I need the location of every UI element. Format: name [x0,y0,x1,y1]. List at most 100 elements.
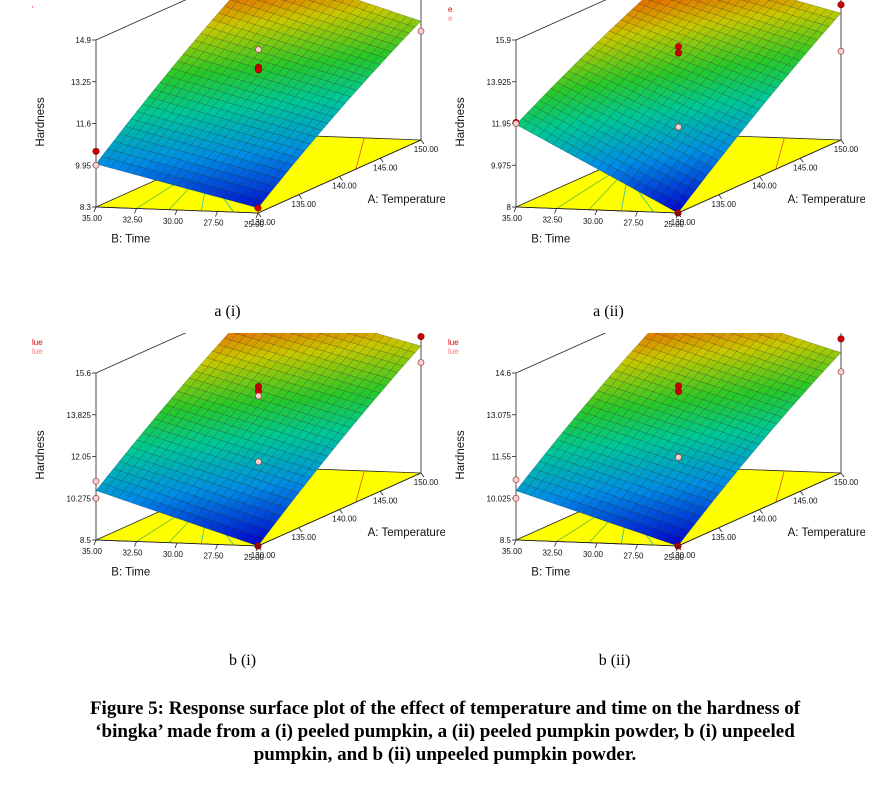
design-point-above [255,66,263,74]
x-tick-mark [420,472,425,478]
floor-contour-line [355,470,365,503]
response-surface [95,0,422,209]
response-surface [515,333,842,547]
surface-cell [768,0,779,3]
surface-plot-a-ii: e e 8 9.975 11.95 13.925 15.9 Hardness 130.00 135… [420,0,865,340]
z-tick-label: 8 [507,203,512,212]
surface-plot-svg: ee 8 9.975 11.95 13.925 15.9 Hardness 130.00 135… [448,0,865,245]
floor-contour-line [355,137,365,170]
y-axis-label: B: Time [111,233,150,245]
x-tick-label: 145.00 [373,496,398,505]
design-point-below [837,47,845,55]
y-tick-mark [513,206,517,213]
back-wall-right [840,333,842,473]
x-tick-mark [339,509,343,514]
y-tick-mark [255,212,259,219]
y-tick-label: 35.00 [82,547,103,556]
design-point-above [675,388,683,396]
surface-cell [755,333,764,336]
z-tick-label: 14.9 [75,36,91,45]
caption-line-1: Figure 5: Response surface plot of the e… [89,698,801,719]
y-tick-label: 27.50 [623,552,644,561]
x-tick-label: 145.00 [793,163,818,172]
surface-cell [264,333,276,337]
y-tick-mark [554,208,557,214]
z-tick-label: 15.6 [75,369,91,378]
legend-fragment-text: e [448,5,453,14]
z-tick-label: 9.95 [75,161,91,170]
x-tick-mark [840,472,845,478]
z-tick-label: 8.5 [500,536,512,545]
y-tick-label: 35.00 [502,547,523,556]
y-tick-mark [594,209,598,216]
y-tick-mark [215,544,218,550]
surface-cell [705,333,716,336]
design-point-below [92,477,100,485]
x-tick-label: 135.00 [712,200,737,209]
design-point-below [417,27,425,35]
x-tick-label: 130.00 [251,218,276,227]
y-tick-mark [513,539,517,546]
y-tick-mark [174,209,178,216]
x-tick-label: 150.00 [834,145,859,154]
surface-cell [320,333,332,337]
surface-cell [257,0,268,3]
z-axis-label: Hardness [35,97,47,146]
surface-cell [261,333,267,334]
design-point-below [512,476,520,484]
surface-cell [308,0,316,2]
surface-cell [282,0,287,2]
design-point-above [675,43,683,51]
design-point-above [417,333,425,341]
y-tick-label: 25.00 [664,220,685,229]
x-tick-mark [339,176,343,181]
x-tick-label: 150.00 [414,145,439,154]
x-axis-label: A: Temperature [368,527,445,539]
x-tick-label: 140.00 [332,515,357,524]
y-tick-label: 35.00 [502,214,523,223]
z-tick-label: 10.025 [487,494,512,503]
z-tick-label: 11.55 [492,453,512,462]
x-tick-mark [379,158,384,163]
legend-fragment-text: lue [32,338,43,347]
z-tick-label: 13.075 [487,411,512,420]
design-point-below [255,392,262,400]
surface-cell [827,350,842,359]
z-tick-label: 13.25 [71,78,92,87]
surface-cell [407,18,422,28]
x-tick-mark [759,176,763,181]
x-tick-label: 130.00 [251,551,276,560]
surface-cell [313,0,325,5]
panel-label-a-i: a (i) [214,303,241,320]
design-point-below [92,161,100,169]
y-tick-label: 25.00 [244,553,265,562]
legend-fragment-text: lue [32,347,43,356]
y-tick-mark [174,542,178,549]
surface-cell [827,10,842,20]
surface-cell [237,0,249,5]
x-tick-label: 130.00 [671,551,696,560]
y-tick-label: 25.00 [664,553,685,562]
x-tick-label: 135.00 [712,533,737,542]
design-point-below [255,46,262,53]
design-point-above [254,204,262,212]
surface-cell [285,0,297,4]
x-tick-label: 145.00 [373,163,398,172]
x-tick-mark [677,545,682,551]
surface-cell [333,0,345,3]
x-tick-label: 140.00 [752,515,777,524]
x-tick-label: 140.00 [332,182,357,191]
panel-label-b-ii: b (ii) [598,652,631,669]
z-tick-label: 12.05 [71,453,92,462]
design-point-below [92,494,100,502]
x-tick-mark [799,158,804,163]
legend-fragment-text: e [448,14,453,23]
x-tick-mark [298,527,303,532]
surface-cell [346,333,350,334]
surface-cell [733,333,745,337]
x-tick-label: 150.00 [834,478,859,487]
design-point-above [837,1,845,9]
surface-cell [234,333,239,334]
